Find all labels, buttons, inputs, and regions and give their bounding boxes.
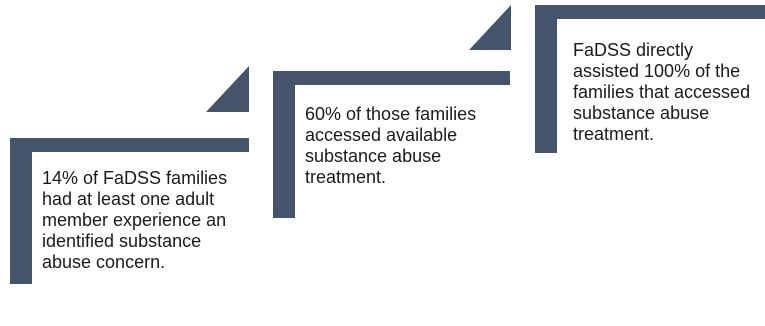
step-1-top-bar (10, 138, 249, 152)
step-2-left-bar (273, 71, 295, 218)
step-3-text: FaDSS directly assisted 100% of the fami… (573, 40, 751, 144)
step-1-left-bar (10, 138, 32, 284)
step-3-top-bar (535, 5, 765, 19)
step-1-arrow-triangle (206, 66, 249, 112)
step-1-text: 14% of FaDSS families had at least one a… (42, 168, 228, 272)
step-2-top-bar (273, 71, 510, 85)
step-2-text: 60% of those families accessed available… (305, 104, 477, 187)
step-3-left-bar (535, 5, 557, 153)
step-2-arrow-triangle (469, 5, 511, 50)
